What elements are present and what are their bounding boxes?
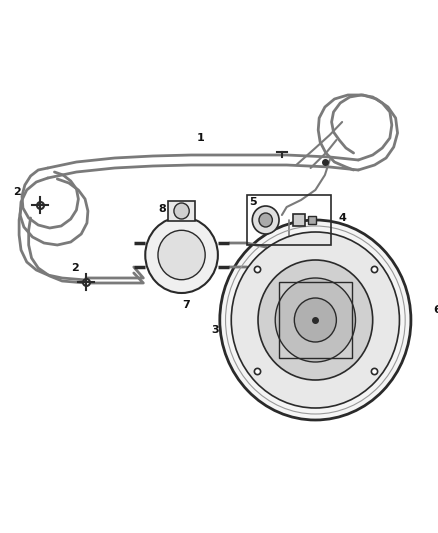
Text: 3: 3 [211,325,219,335]
Text: 6: 6 [434,305,438,315]
Circle shape [275,278,356,362]
Text: 4: 4 [338,213,346,223]
Text: 2: 2 [71,263,78,273]
Circle shape [231,232,399,408]
Bar [279,282,352,358]
Text: 5: 5 [249,197,257,207]
Bar [168,201,195,221]
Text: 1: 1 [197,133,205,143]
Circle shape [294,298,336,342]
Circle shape [252,206,279,234]
Text: 2: 2 [13,187,21,197]
Bar [247,195,331,245]
Text: 8: 8 [159,204,166,214]
Circle shape [220,220,411,420]
Circle shape [174,203,189,219]
Circle shape [259,213,272,227]
Circle shape [158,230,205,280]
Text: 7: 7 [183,300,190,310]
Circle shape [145,217,218,293]
Circle shape [258,260,373,380]
